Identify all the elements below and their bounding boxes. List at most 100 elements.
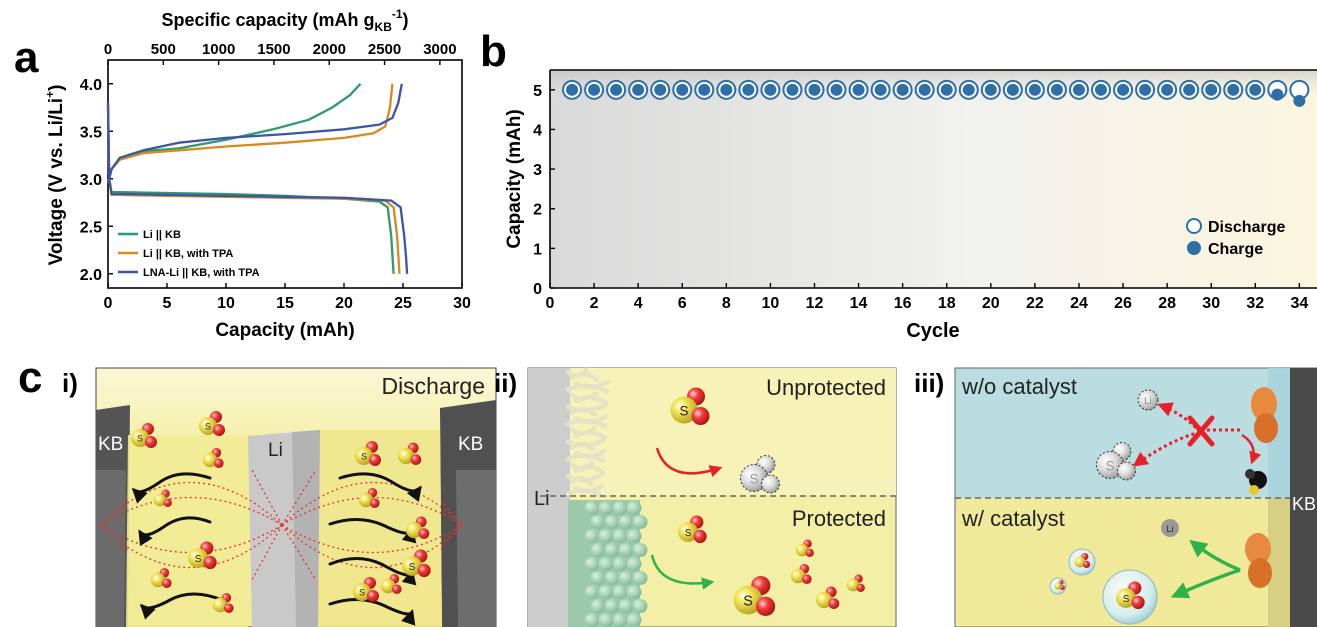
panel-b-ytick-label: 4	[533, 122, 542, 139]
so2-molecule	[358, 488, 380, 509]
sulfur-symbol: S	[205, 422, 211, 432]
panel-a-top-xlabel: Specific capacity (mAh gKB-1)	[161, 7, 408, 34]
sulfur-symbol: S	[137, 434, 143, 444]
panel-c-ii-li: Li	[534, 488, 550, 510]
panel-b-ytick-label: 0	[533, 281, 542, 298]
protective-particle	[604, 543, 620, 557]
panel-b-xtick-label: 10	[762, 295, 780, 312]
panel-a-top-xtick-label: 500	[151, 41, 176, 58]
sulfur-atom	[153, 493, 167, 507]
catalyst-particle-top	[1251, 387, 1278, 443]
field-lines	[99, 469, 463, 581]
oxygen-atom	[203, 555, 217, 570]
oxygen-atom	[224, 603, 234, 613]
panel-b-charge-point	[742, 83, 755, 96]
lithium-symbol: Li	[1144, 396, 1152, 407]
protective-particle	[612, 557, 628, 571]
panel-c-i-li: Li	[268, 440, 283, 461]
so2-molecule: S	[199, 411, 225, 436]
sulfur-atom	[358, 492, 374, 508]
panel-c-i: i) Discharge KB KB Li	[62, 367, 497, 627]
sulfur-symbol: S	[749, 471, 758, 486]
sulfur-atom	[131, 429, 149, 447]
sulfur-atom	[1054, 582, 1062, 590]
so2-molecule: S	[353, 577, 379, 602]
oxygen-atom	[163, 498, 172, 507]
so2-molecule: S	[1096, 442, 1136, 481]
panel-c-letter: c	[18, 353, 42, 402]
panel-b-charge-point	[1117, 83, 1130, 96]
so2-molecule: S	[670, 387, 710, 425]
protective-particle	[604, 599, 620, 613]
panel-b-xtick-label: 28	[1158, 295, 1176, 312]
protective-particle	[584, 557, 600, 571]
panel-b-charge-point	[1183, 83, 1196, 96]
oxygen-atom	[367, 590, 379, 602]
green-arrow-up	[1189, 539, 1241, 572]
panel-b-xtick-label: 26	[1114, 295, 1132, 312]
dendrite-fiber	[565, 418, 608, 429]
so2-molecule	[150, 568, 172, 588]
protective-particle	[618, 571, 634, 585]
protective-particle	[632, 571, 648, 585]
panel-a-xtick-label: 5	[163, 295, 172, 312]
lithium-atom	[1161, 519, 1179, 537]
motion-arrows	[131, 472, 422, 626]
panel-a-legend-label-2: Li || KB, with TPA	[143, 248, 233, 260]
panel-a-ytick-label: 2.5	[80, 219, 102, 236]
red-dotted-arrow-top	[1157, 402, 1202, 433]
panel-c-ii-li-electrode	[528, 368, 570, 627]
panel-c-i-label: i)	[62, 368, 78, 398]
sulfur-atom	[353, 583, 371, 601]
so2-molecule	[202, 448, 224, 469]
protective-particle	[604, 571, 620, 585]
red-arrow-down	[1241, 433, 1262, 465]
oxygen-atom	[417, 563, 431, 578]
sulfur-atom	[846, 578, 860, 592]
panel-b-plot-bg	[550, 70, 1317, 288]
panel-a-plot-frame	[107, 59, 463, 289]
oxygen-atom	[214, 458, 224, 469]
protective-particle	[590, 543, 606, 557]
panel-c-i-kb-right: KB	[458, 434, 483, 455]
panel-b-charge-point	[566, 83, 579, 96]
protective-particle	[584, 613, 600, 627]
panel-a-top-xlabel-end: )	[403, 10, 409, 30]
panel-b-xtick-label: 14	[850, 295, 868, 312]
kb-electrode-bottom	[1268, 498, 1292, 627]
oxygen-atom	[1060, 585, 1065, 590]
panel-a-top-xtick-label: 3000	[423, 41, 456, 58]
panel-b-ytick-label: 5	[533, 83, 542, 100]
panel-b-charge-point	[676, 83, 689, 96]
so2-molecule	[212, 593, 234, 613]
panel-b-charge-point	[830, 83, 843, 96]
panel-a-xtick-label: 25	[394, 295, 412, 312]
yellow-pore-left	[126, 435, 250, 627]
protective-particle	[584, 501, 600, 515]
protective-particle	[590, 599, 606, 613]
so2-molecule: S	[355, 441, 381, 466]
panel-b-charge-point	[1095, 83, 1108, 96]
panel-b-charge-point	[1072, 83, 1085, 96]
panel-b-charge-point	[698, 83, 711, 96]
panel-b-legend-discharge-marker	[1186, 218, 1202, 234]
panel-b-ytick-label: 2	[533, 202, 542, 219]
sulfur-atom	[1116, 588, 1136, 608]
oxygen-atom	[213, 424, 225, 436]
protective-particle	[612, 529, 628, 543]
dendrite-fiber	[569, 476, 594, 487]
sulfur-atom	[1074, 556, 1086, 568]
panel-b-charge-point	[720, 83, 733, 96]
protective-particle	[598, 501, 614, 515]
sulfur-symbol: S	[743, 594, 753, 610]
oxygen-atom	[693, 529, 707, 544]
protective-particle	[626, 529, 642, 543]
panel-b-charge-point	[1161, 83, 1174, 96]
oxygen-atom	[856, 583, 865, 592]
panel-c-iii-label: iii)	[914, 368, 944, 398]
panel-b-charge-point	[610, 83, 623, 96]
panel-b-xtick-label: 22	[1026, 295, 1044, 312]
panel-a-ytick-label: 2.0	[80, 267, 102, 284]
panel-b-xtick-label: 16	[894, 295, 912, 312]
